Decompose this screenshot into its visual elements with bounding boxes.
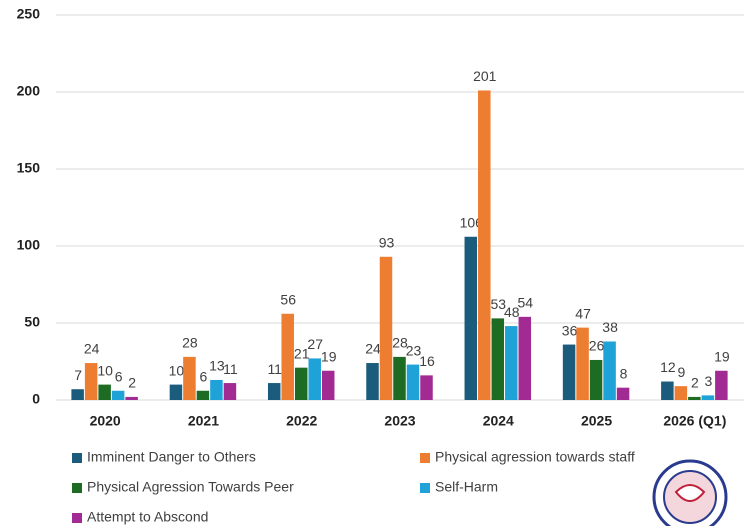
data-label: 93 — [379, 234, 395, 250]
legend-label: Attempt to Abscond — [87, 509, 208, 525]
bar — [281, 313, 294, 400]
bar — [196, 390, 210, 400]
y-tick-label: 150 — [17, 160, 41, 176]
data-label: 36 — [562, 322, 578, 338]
bar — [420, 375, 433, 400]
legend-swatch — [72, 513, 82, 523]
bar — [379, 256, 393, 400]
data-label: 2 — [691, 375, 699, 391]
data-label: 19 — [321, 348, 337, 364]
bar — [183, 356, 196, 400]
bar — [223, 383, 237, 400]
bar — [661, 381, 674, 400]
bar — [267, 383, 281, 400]
bar — [701, 395, 715, 400]
data-label: 10 — [169, 362, 185, 378]
bar — [111, 390, 125, 400]
bar — [98, 384, 111, 400]
bar — [518, 316, 532, 400]
data-label: 9 — [677, 364, 685, 380]
y-tick-label: 50 — [24, 314, 40, 330]
data-label: 56 — [280, 291, 296, 307]
x-tick-label: 2020 — [90, 413, 121, 429]
bar — [294, 367, 308, 400]
y-tick-label: 200 — [17, 83, 41, 99]
bar — [688, 396, 701, 400]
data-label: 13 — [209, 358, 225, 374]
bar — [562, 344, 576, 400]
bar — [393, 356, 406, 400]
data-label: 24 — [365, 341, 381, 357]
x-tick-label: 2025 — [581, 413, 612, 429]
bar — [464, 236, 478, 400]
legend-label: Imminent Danger to Others — [87, 449, 256, 465]
data-label: 8 — [620, 365, 628, 381]
bar — [366, 363, 379, 400]
bar — [576, 327, 589, 400]
bar — [478, 90, 491, 401]
data-label: 27 — [307, 336, 323, 352]
legend-label: Physical Agression Towards Peer — [87, 479, 294, 495]
data-label: 3 — [704, 373, 712, 389]
bar — [603, 341, 616, 400]
data-label: 54 — [517, 295, 533, 311]
data-label: 10 — [97, 362, 113, 378]
bar — [406, 364, 420, 400]
x-tick-label: 2024 — [483, 413, 514, 429]
data-label: 26 — [589, 338, 605, 354]
data-label: 38 — [602, 319, 618, 335]
data-label: 11 — [223, 361, 238, 377]
data-label: 7 — [74, 367, 82, 383]
data-label: 28 — [392, 335, 408, 351]
x-tick-label: 2023 — [384, 413, 415, 429]
data-label: 201 — [473, 68, 497, 84]
legend-label: Self-Harm — [435, 479, 498, 495]
legend-swatch — [72, 453, 82, 463]
data-label: 47 — [575, 305, 591, 321]
y-tick-label: 0 — [32, 391, 40, 407]
bar — [169, 384, 183, 400]
bar — [308, 358, 321, 400]
data-label: 48 — [504, 304, 520, 320]
legend-swatch — [72, 483, 82, 493]
bar — [589, 359, 603, 400]
bar — [491, 318, 505, 400]
data-label: 19 — [714, 348, 730, 364]
data-label: 106 — [460, 214, 484, 230]
bar — [715, 370, 728, 400]
data-label: 6 — [200, 368, 208, 384]
bar — [210, 379, 223, 400]
bar — [71, 389, 84, 400]
data-label: 23 — [406, 342, 422, 358]
data-label: 11 — [267, 361, 282, 377]
bar — [674, 386, 688, 400]
legend-label: Physical agression towards staff — [435, 449, 635, 465]
data-label: 21 — [294, 345, 310, 361]
data-label: 6 — [115, 368, 123, 384]
data-label: 16 — [419, 353, 435, 369]
bar — [84, 363, 98, 400]
y-tick-label: 100 — [17, 237, 41, 253]
data-label: 2 — [128, 375, 136, 391]
legend-swatch — [420, 453, 430, 463]
bar — [321, 370, 335, 400]
x-tick-label: 2022 — [286, 413, 317, 429]
data-label: 24 — [84, 341, 100, 357]
x-tick-label: 2021 — [188, 413, 219, 429]
legend-swatch — [420, 483, 430, 493]
bar — [616, 387, 630, 400]
y-tick-label: 250 — [17, 6, 41, 22]
bar — [505, 326, 518, 400]
data-label: 28 — [182, 335, 198, 351]
bar — [125, 396, 138, 400]
data-label: 12 — [660, 359, 676, 375]
x-tick-label: 2026 (Q1) — [663, 413, 726, 429]
data-label: 53 — [490, 296, 506, 312]
emblem — [652, 459, 728, 526]
